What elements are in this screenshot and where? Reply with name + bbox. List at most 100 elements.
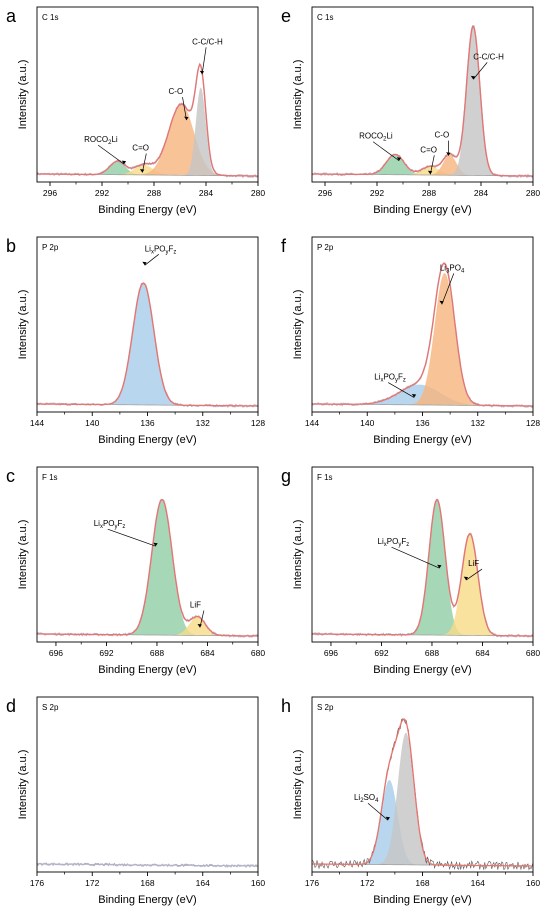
panel-letter: f bbox=[281, 236, 287, 256]
plot-frame bbox=[36, 696, 259, 873]
region-tag: F 1s bbox=[42, 473, 58, 482]
x-tick-label: 140 bbox=[85, 418, 99, 428]
x-tick-label: 292 bbox=[370, 188, 384, 198]
peak-lif bbox=[312, 533, 533, 636]
x-tick-label: 296 bbox=[318, 188, 332, 198]
x-tick-label: 296 bbox=[43, 188, 57, 198]
chart-f: f P 2p LixPOyFz Li3PO4 144 140 136 132 128 Bindin… bbox=[281, 236, 540, 446]
y-axis-label: Intensity (a.u.) bbox=[292, 750, 304, 820]
region-tag: P 2p bbox=[42, 243, 59, 252]
x-tick-label: 292 bbox=[95, 188, 109, 198]
envelope-line bbox=[36, 63, 259, 177]
x-tick-label: 144 bbox=[305, 418, 319, 428]
x-tick-label: 168 bbox=[140, 878, 154, 888]
annotation-arrow bbox=[141, 153, 147, 173]
x-tick-label: 684 bbox=[200, 648, 214, 658]
chart-h: h S 2p Li2SO4 176 172 168 164 160 Binding Energy… bbox=[281, 696, 540, 906]
annotation-arrow bbox=[144, 254, 159, 266]
annotation-arrowhead bbox=[385, 816, 390, 821]
annotation-arrowhead bbox=[396, 157, 402, 161]
annotation-arrowhead bbox=[142, 261, 147, 266]
x-tick-label: 284 bbox=[474, 188, 488, 198]
x-tick-label: 280 bbox=[526, 188, 540, 198]
panel-e: e C 1s ROCO2Li C=O C-O C-C/C-H 296 292 288 284 280… bbox=[275, 0, 550, 230]
peak-lif bbox=[37, 616, 258, 636]
annotation-label: LiF bbox=[190, 601, 201, 610]
x-tick-label: 692 bbox=[374, 648, 388, 658]
annotation-label: ROCO2Li bbox=[359, 132, 393, 143]
peak-c-c-c-h bbox=[37, 87, 258, 176]
chart-a: a C 1s ROCO2Li C=O C-O C-C/C-H 296 292 288 284 280… bbox=[6, 6, 265, 216]
x-tick-label: 288 bbox=[422, 188, 436, 198]
annotation-label: ROCO2Li bbox=[84, 135, 118, 146]
annotation-label: LixPOyFz bbox=[94, 519, 126, 530]
x-tick-label: 172 bbox=[85, 878, 99, 888]
raw-data-line bbox=[36, 862, 259, 868]
annotation-label: C-C/C-H bbox=[473, 52, 504, 61]
panel-b: b P 2p LixPOyFz 144 140 136 132 128 Binding Ener… bbox=[0, 230, 275, 460]
annotation-arrowhead bbox=[153, 542, 158, 547]
envelope-line bbox=[36, 498, 259, 637]
peak-c-o bbox=[37, 164, 258, 176]
envelope-line bbox=[311, 262, 534, 407]
envelope-line bbox=[311, 25, 534, 177]
x-tick-label: 136 bbox=[140, 418, 154, 428]
annotation-arrowhead bbox=[121, 160, 127, 165]
panel-letter: d bbox=[6, 696, 16, 716]
y-axis-label: Intensity (a.u.) bbox=[17, 60, 29, 130]
peak-lixpoyfz bbox=[37, 499, 258, 636]
chart-e: e C 1s ROCO2Li C=O C-O C-C/C-H 296 292 288 284 280… bbox=[281, 6, 540, 216]
annotation-arrow bbox=[465, 568, 483, 581]
region-tag: P 2p bbox=[317, 243, 334, 252]
panel-f: f P 2p LixPOyFz Li3PO4 144 140 136 132 128 Bindin… bbox=[275, 230, 550, 460]
annotation-label: C=O bbox=[132, 144, 149, 153]
x-tick-label: 176 bbox=[305, 878, 319, 888]
chart-c: c F 1s LixPOyFz LiF 696 692 688 684 680 Binding E… bbox=[6, 466, 265, 676]
x-tick-label: 164 bbox=[196, 878, 210, 888]
annotation-arrow bbox=[472, 62, 488, 80]
panel-letter: h bbox=[281, 696, 291, 716]
x-tick-label: 160 bbox=[251, 878, 265, 888]
panel-d: d S 2p 176 172 168 164 160 Binding Energy (eV) I… bbox=[0, 690, 275, 920]
y-axis-label: Intensity (a.u.) bbox=[17, 750, 29, 820]
x-tick-label: 140 bbox=[360, 418, 374, 428]
x-axis-label: Binding Energy (eV) bbox=[373, 434, 471, 446]
annotation-label: Li3PO4 bbox=[440, 263, 465, 274]
annotation-arrow bbox=[107, 528, 156, 547]
y-axis-label: Intensity (a.u.) bbox=[292, 60, 304, 130]
x-tick-label: 144 bbox=[30, 418, 44, 428]
x-tick-label: 696 bbox=[324, 648, 338, 658]
envelope-line bbox=[311, 718, 534, 867]
panel-g: g F 1s LixPOyFz LiF 696 692 688 684 680 Binding E… bbox=[275, 460, 550, 690]
annotation-label: C-O bbox=[169, 87, 184, 96]
annotation-label: Li2SO4 bbox=[354, 793, 379, 804]
raw-data-line bbox=[36, 62, 259, 179]
y-axis-label: Intensity (a.u.) bbox=[17, 520, 29, 590]
x-tick-label: 684 bbox=[475, 648, 489, 658]
annotation-arrow bbox=[182, 97, 187, 121]
x-tick-label: 692 bbox=[99, 648, 113, 658]
x-axis-label: Binding Energy (eV) bbox=[373, 664, 471, 676]
annotation-arrow bbox=[441, 273, 455, 305]
raw-data-line bbox=[311, 718, 534, 871]
annotation-arrow bbox=[97, 144, 125, 165]
x-axis-label: Binding Energy (eV) bbox=[373, 894, 471, 906]
envelope-line bbox=[311, 499, 534, 637]
annotation-arrowhead bbox=[199, 70, 205, 75]
annotation-arrowhead bbox=[463, 576, 469, 581]
annotation-arrowhead bbox=[470, 75, 476, 80]
annotation-arrow bbox=[367, 802, 389, 821]
annotation-arrowhead bbox=[197, 624, 202, 628]
plot-frame bbox=[311, 466, 534, 643]
annotation-label: LiF bbox=[468, 559, 479, 568]
annotation-arrowhead bbox=[439, 300, 444, 305]
region-tag: C 1s bbox=[42, 13, 58, 22]
panel-h: h S 2p Li2SO4 176 172 168 164 160 Binding Energy… bbox=[275, 690, 550, 920]
annotation-arrow bbox=[372, 141, 400, 162]
annotation-label: LixPOyFz bbox=[374, 373, 406, 384]
region-tag: S 2p bbox=[42, 703, 59, 712]
annotation-arrowhead bbox=[437, 564, 442, 569]
annotation-arrowhead bbox=[427, 170, 433, 175]
plot-frame bbox=[311, 6, 534, 183]
